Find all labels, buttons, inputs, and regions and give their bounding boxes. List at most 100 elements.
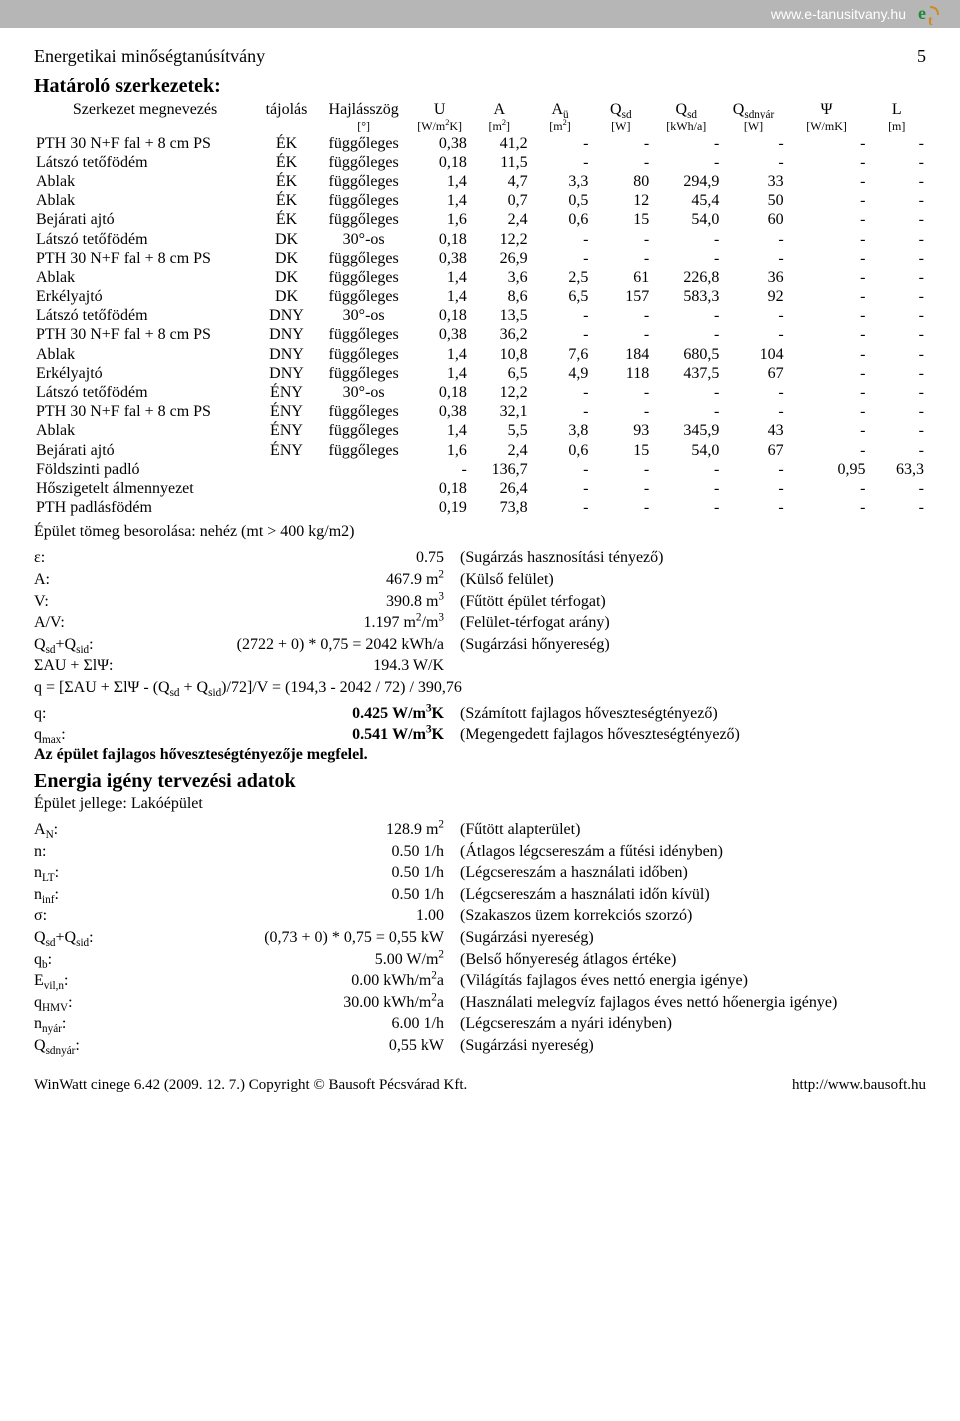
th: tájolás — [256, 100, 317, 119]
table-cell: 7,6 — [530, 345, 591, 364]
table-cell: 294,9 — [651, 172, 721, 191]
table-cell: 3,3 — [530, 172, 591, 191]
table-cell: 30°-os — [317, 230, 411, 249]
table-cell: - — [721, 479, 785, 498]
table-cell: 680,5 — [651, 345, 721, 364]
param-desc: (Megengedett fajlagos hőveszteségtényező… — [450, 724, 926, 746]
table-cell: 0,18 — [410, 153, 468, 172]
table-units-row: [°] [W/m2K] [m2] [m2] [W] [kWh/a] [W] [W… — [34, 119, 926, 133]
param-desc: (Fűtött épület térfogat) — [450, 591, 926, 613]
table-cell: - — [867, 210, 926, 229]
param-row: qb:5.00 W/m2(Belső hőnyereség átlagos ér… — [34, 949, 926, 971]
section-title-structures: Határoló szerkezetek: — [34, 75, 926, 98]
table-cell: - — [786, 421, 868, 440]
table-cell: PTH 30 N+F fal + 8 cm PS — [34, 134, 256, 153]
th: Qsd — [651, 100, 721, 119]
table-cell: 50 — [721, 191, 785, 210]
param-label: Evil,n: — [34, 970, 164, 992]
table-cell: 63,3 — [867, 460, 926, 479]
table-cell: Ablak — [34, 421, 256, 440]
table-cell: Földszinti padló — [34, 460, 256, 479]
param-label: V: — [34, 591, 164, 613]
table-cell: - — [530, 402, 591, 421]
table-cell: - — [651, 153, 721, 172]
table-cell: Látszó tetőfödém — [34, 383, 256, 402]
param-desc: (Felület-térfogat arány) — [450, 612, 926, 634]
table-row: ErkélyajtóDNYfüggőleges1,46,54,9118437,5… — [34, 364, 926, 383]
param-desc: (Világítás fajlagos éves nettó energia i… — [450, 970, 926, 992]
svg-text:t: t — [928, 14, 933, 27]
table-cell: ÉK — [256, 134, 317, 153]
table-cell: - — [867, 268, 926, 287]
table-cell: függőleges — [317, 172, 411, 191]
table-cell: 11,5 — [469, 153, 530, 172]
table-cell: ÉK — [256, 210, 317, 229]
table-cell: 4,7 — [469, 172, 530, 191]
table-cell: 0,38 — [410, 402, 468, 421]
table-cell: - — [590, 325, 651, 344]
table-cell: - — [867, 306, 926, 325]
param-value: 0.50 1/h — [164, 884, 450, 906]
table-cell: 93 — [590, 421, 651, 440]
th-unit: [W/mK] — [786, 119, 868, 133]
table-cell: 80 — [590, 172, 651, 191]
page-body: Energetikai minőségtanúsítvány 5 Határol… — [0, 28, 960, 1071]
param-row: Qsd+Qsid:(0,73 + 0) * 0,75 = 0,55 kW(Sug… — [34, 927, 926, 949]
q-conclusion: Az épület fajlagos hőveszteségtényezője … — [34, 746, 926, 764]
table-cell: ÉNY — [256, 383, 317, 402]
table-cell: - — [721, 153, 785, 172]
table-cell: - — [651, 230, 721, 249]
param-label: qHMV: — [34, 992, 164, 1014]
table-cell: 118 — [590, 364, 651, 383]
table-cell: 12 — [590, 191, 651, 210]
table-cell: függőleges — [317, 345, 411, 364]
th: U — [410, 100, 468, 119]
table-cell: - — [867, 153, 926, 172]
table-cell: - — [651, 383, 721, 402]
table-cell: - — [651, 402, 721, 421]
table-cell: 0,38 — [410, 249, 468, 268]
table-cell: 0,6 — [530, 441, 591, 460]
table-cell: - — [786, 498, 868, 517]
table-cell: 43 — [721, 421, 785, 440]
table-cell — [317, 498, 411, 517]
top-bar-link[interactable]: www.e-tanusitvany.hu — [771, 6, 906, 22]
th-unit: [m2] — [469, 119, 530, 133]
param-desc: (Átlagos légcsereszám a fűtési idényben) — [450, 841, 926, 863]
table-cell: 1,4 — [410, 172, 468, 191]
doc-title: Energetikai minőségtanúsítvány — [34, 46, 265, 67]
param-value: 0.50 1/h — [164, 862, 450, 884]
table-row: Látszó tetőfödémDK30°-os0,1812,2------ — [34, 230, 926, 249]
table-cell: 41,2 — [469, 134, 530, 153]
param-label: q: — [34, 703, 164, 725]
table-cell: - — [651, 325, 721, 344]
table-cell: 26,9 — [469, 249, 530, 268]
table-cell: 15 — [590, 210, 651, 229]
table-cell: - — [867, 383, 926, 402]
param-row: σ:1.00(Szakaszos üzem korrekciós szorzó) — [34, 905, 926, 927]
param-label: ninf: — [34, 884, 164, 906]
table-row: PTH padlásfödém0,1973,8------ — [34, 498, 926, 517]
table-cell: 1,6 — [410, 441, 468, 460]
table-cell: - — [721, 249, 785, 268]
table-cell: 36,2 — [469, 325, 530, 344]
param-row: Qsdnyár:0,55 kW(Sugárzási nyereség) — [34, 1035, 926, 1057]
param-label: Qsd+Qsid: — [34, 927, 164, 949]
param-desc: (Légcsereszám a nyári idényben) — [450, 1013, 926, 1035]
table-cell: 0,18 — [410, 383, 468, 402]
table-cell: - — [651, 460, 721, 479]
table-cell: - — [786, 345, 868, 364]
table-cell: - — [786, 230, 868, 249]
table-cell: - — [590, 230, 651, 249]
param-value: 0.425 W/m3K — [164, 703, 450, 725]
table-cell: 0,5 — [530, 191, 591, 210]
table-cell — [317, 479, 411, 498]
table-row: AblakDKfüggőleges1,43,62,561226,836-- — [34, 268, 926, 287]
table-cell: - — [530, 249, 591, 268]
table-cell: Bejárati ajtó — [34, 441, 256, 460]
table-cell: 1,4 — [410, 364, 468, 383]
param-row: Qsd+Qsid:(2722 + 0) * 0,75 = 2042 kWh/a(… — [34, 634, 926, 656]
table-cell: - — [651, 249, 721, 268]
table-cell: - — [721, 498, 785, 517]
table-cell: DK — [256, 268, 317, 287]
